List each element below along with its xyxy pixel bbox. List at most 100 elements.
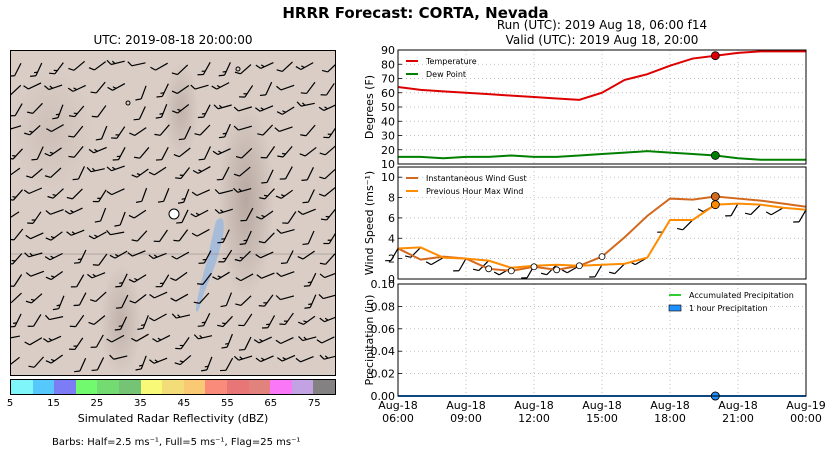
wind-barb xyxy=(280,250,294,264)
wind-barb xyxy=(25,168,43,179)
wind-barb xyxy=(282,211,297,224)
y-tick-label: 0 xyxy=(388,273,395,286)
wind-barb xyxy=(172,104,190,114)
wind-barb xyxy=(318,294,335,300)
wind-barb xyxy=(258,294,274,307)
plot-frame xyxy=(397,283,807,397)
wind-barb xyxy=(155,274,170,288)
wind-barb xyxy=(170,293,189,302)
wind-barb xyxy=(214,189,234,195)
wind-barb xyxy=(11,274,23,287)
wind-barb xyxy=(88,146,107,154)
wind-barb xyxy=(153,229,168,243)
wind-barb xyxy=(255,105,274,112)
wind-barb xyxy=(90,81,106,94)
wind-barb xyxy=(131,333,149,342)
wind-barb xyxy=(129,294,147,304)
wind-barb xyxy=(255,62,274,69)
wind-barb xyxy=(319,168,335,180)
data-point xyxy=(485,265,493,273)
wind-barb xyxy=(92,253,108,266)
wind-barb xyxy=(44,167,62,178)
x-tick-label: Aug-18 xyxy=(514,399,553,412)
wind-barb xyxy=(276,106,295,115)
wind-barb xyxy=(321,61,335,73)
wind-barb xyxy=(233,106,253,112)
wind-barb xyxy=(304,294,317,309)
x-tick-label: Aug-18 xyxy=(650,399,689,412)
wind-barb xyxy=(23,82,42,90)
wind-barb xyxy=(148,166,167,176)
y-tick-label: 0.02 xyxy=(371,368,396,381)
wind-barb xyxy=(220,357,234,372)
wind-barb xyxy=(235,295,252,307)
series-line xyxy=(397,50,806,101)
y-tick-label: 6 xyxy=(388,212,395,225)
wind-barb xyxy=(261,169,274,184)
wind-barb xyxy=(44,314,64,321)
wind-barb xyxy=(221,333,233,349)
x-tick-label: Aug-18 xyxy=(446,399,485,412)
colorbar-tick: 35 xyxy=(134,398,147,409)
series-wind-barb xyxy=(765,207,784,216)
wind-barb xyxy=(218,249,233,263)
colorbar-swatch xyxy=(205,380,227,394)
wind-barb xyxy=(90,334,104,348)
wind-barb xyxy=(24,252,43,258)
colorbar-tick: 45 xyxy=(177,398,191,409)
legend-entry: Accumulated Precipitation xyxy=(689,291,794,300)
wind-barb xyxy=(212,148,231,156)
wind-barb xyxy=(214,208,233,214)
wind-barb xyxy=(318,104,335,112)
wind-barb xyxy=(235,273,254,282)
wind-barb xyxy=(106,165,125,172)
x-tick-label: 00:00 xyxy=(790,412,822,425)
series-wind-barb xyxy=(725,203,739,217)
colorbar-tick: 55 xyxy=(220,398,234,409)
wind-barb xyxy=(275,189,294,199)
wind-barb xyxy=(106,188,125,196)
wind-barb xyxy=(276,61,293,73)
wind-barb xyxy=(11,189,24,201)
wind-barb xyxy=(171,251,190,260)
wind-barb xyxy=(131,168,149,178)
wind-barb xyxy=(109,250,128,259)
wind-barb xyxy=(303,272,317,287)
wind-barb xyxy=(191,228,210,237)
wind-barb xyxy=(275,336,294,345)
wind-barb xyxy=(191,189,210,197)
wind-barb xyxy=(276,271,295,277)
wind-barb xyxy=(319,354,335,360)
wind-barb xyxy=(175,167,190,180)
colorbar-tick: 75 xyxy=(307,398,321,409)
colorbar-swatch xyxy=(162,380,184,394)
map-title: UTC: 2019-08-18 20:00:00 xyxy=(93,33,253,47)
wind-barb xyxy=(49,62,64,75)
y-tick-label: 40 xyxy=(381,115,395,128)
wind-barb xyxy=(52,295,65,311)
colorbar-swatch xyxy=(313,380,335,394)
wind-barb xyxy=(157,188,170,203)
wind-barb xyxy=(300,81,316,95)
figure-title: HRRR Forecast: CORTA, Nevada xyxy=(282,4,549,22)
wind-barb xyxy=(276,84,295,91)
wind-barb xyxy=(216,166,230,181)
wind-barb-layer xyxy=(11,59,335,373)
wind-barb xyxy=(47,188,64,199)
wind-barb xyxy=(45,270,64,281)
series-wind-barb xyxy=(744,204,762,216)
valid-time-marker xyxy=(710,151,720,160)
wind-barb xyxy=(45,231,63,241)
wind-barb xyxy=(11,253,23,265)
colorbar-swatch xyxy=(248,380,271,394)
wind-barb xyxy=(135,355,147,371)
wind-barb xyxy=(67,84,86,92)
wind-barb xyxy=(253,336,272,344)
x-tick-label: 09:00 xyxy=(450,412,482,425)
legend-entry: Instantaneous Wind Gust xyxy=(426,174,527,183)
series-wind-barb xyxy=(453,258,467,272)
wind-barb xyxy=(173,147,191,158)
wind-barb xyxy=(279,166,293,180)
series-wind-barb xyxy=(589,264,603,278)
wind-barb xyxy=(220,292,233,308)
